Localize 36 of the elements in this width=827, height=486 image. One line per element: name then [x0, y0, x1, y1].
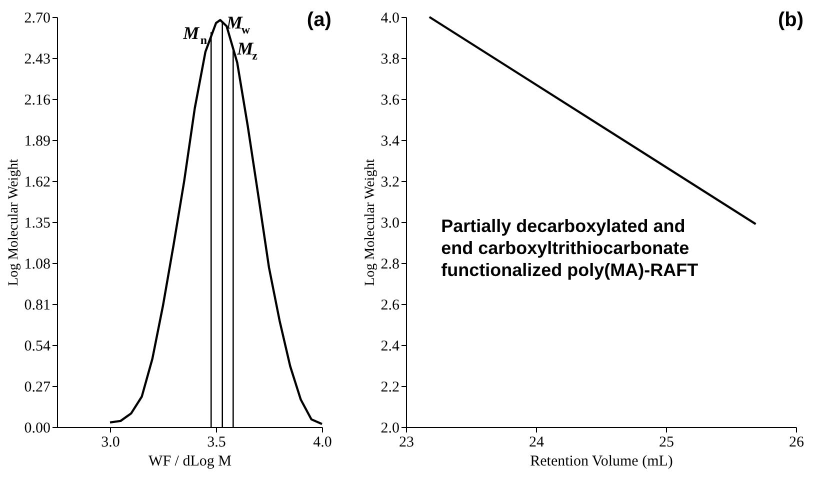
y-tick-label: 2.4 [380, 338, 400, 354]
y-tick-label: 3.2 [380, 174, 400, 190]
x-tick-label: 26 [789, 434, 804, 450]
x-axis-title: Retention Volume (mL) [530, 454, 673, 470]
x-tick-label: 24 [529, 434, 544, 450]
y-tick-label: 3.0 [380, 216, 400, 232]
y-axis-title: Log Molecular Weight [362, 158, 378, 286]
y-tick-label: 2.8 [380, 256, 400, 272]
y-tick-label: 3.8 [380, 52, 400, 68]
x-tick-label: 3.5 [207, 434, 226, 450]
y-tick-label: 2.16 [24, 92, 51, 108]
x-tick-label: 25 [659, 434, 674, 450]
y-tick-label: 0.00 [24, 420, 50, 436]
annotation: Partially decarboxylated and end carboxyltrithiocarbonate functionalized poly(MA)-RAFT [441, 216, 698, 280]
y-tick-label: 2.2 [380, 380, 400, 396]
y-tick-label: 0.54 [24, 338, 51, 354]
y-tick-label: 2.70 [24, 10, 50, 26]
y-tick-label: 2.43 [24, 52, 50, 68]
x-tick-label: 4.0 [313, 434, 332, 450]
y-tick-label: 4.0 [380, 10, 400, 26]
y-tick-label: 2.6 [380, 298, 400, 314]
y-tick-label: 0.27 [24, 380, 51, 396]
y-tick-label: 3.6 [380, 92, 400, 108]
y-axis-title: Log Molecular Weight [6, 158, 22, 286]
y-tick-label: 1.89 [24, 134, 50, 150]
y-tick-label: 1.35 [24, 216, 50, 232]
chart-title: (b) [778, 9, 804, 31]
y-tick-label: 0.81 [24, 298, 50, 314]
y-tick-label: 2.0 [380, 420, 400, 436]
x-tick-label: 3.0 [101, 434, 120, 450]
x-axis-title: WF / dLog M [148, 454, 232, 470]
y-tick-label: 1.62 [24, 174, 50, 190]
chart-title: (a) [306, 9, 332, 31]
y-tick-label: 1.08 [24, 256, 50, 272]
x-tick-label: 23 [399, 434, 414, 450]
y-tick-label: 3.4 [380, 134, 400, 150]
